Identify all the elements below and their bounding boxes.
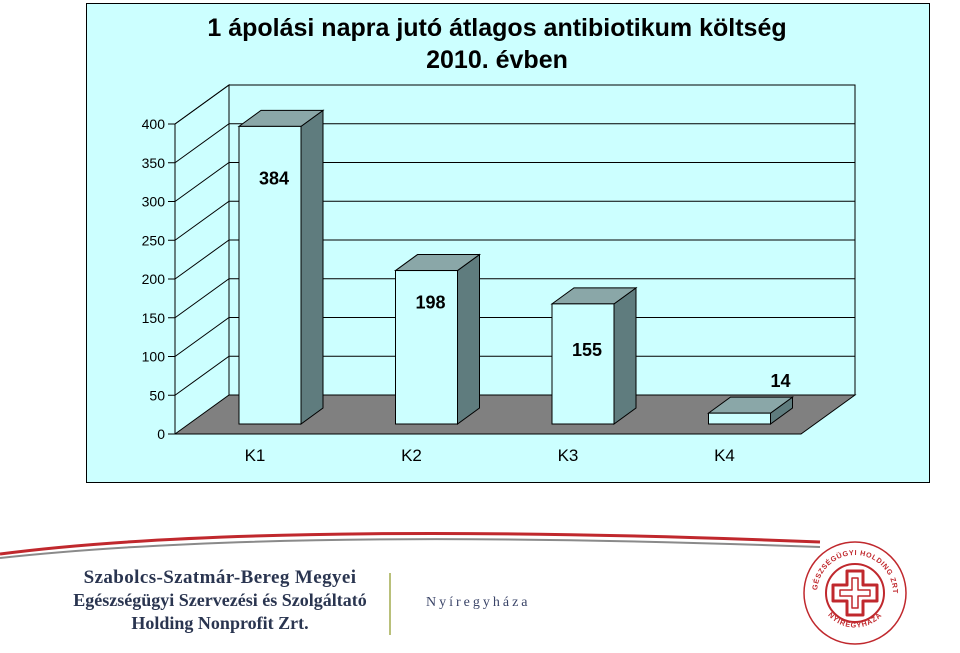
bar-side bbox=[300, 109, 324, 425]
bar-side bbox=[457, 253, 480, 425]
y-tick-label: 300 bbox=[142, 194, 166, 210]
y-tick-label: 250 bbox=[142, 232, 166, 248]
org-name-line2: Egészségügyi Szervezési és Szolgáltató bbox=[73, 590, 367, 610]
footer-divider bbox=[389, 573, 391, 635]
y-tick-label: 100 bbox=[142, 349, 166, 365]
y-tick-label: 50 bbox=[149, 387, 165, 403]
gridline bbox=[174, 278, 855, 319]
y-tick-label: 350 bbox=[142, 155, 166, 171]
gridline bbox=[174, 123, 855, 164]
y-tick-label: 200 bbox=[142, 271, 166, 287]
y-tick-label: 0 bbox=[157, 426, 165, 442]
organization-name: Szabolcs-Szatmár-Bereg Megyei Egészségüg… bbox=[60, 566, 380, 635]
footer-swoosh bbox=[0, 532, 821, 559]
gridline bbox=[174, 355, 855, 396]
y-tick-label: 150 bbox=[142, 310, 166, 326]
data-label: 155 bbox=[572, 340, 602, 360]
plot-area: 0 50 100 150 200 250 300 350 400 384 K1 198 K2 155 K3 1… bbox=[142, 84, 857, 465]
side-wall-edge bbox=[174, 84, 230, 395]
gridline bbox=[174, 239, 855, 280]
gridline bbox=[174, 200, 855, 241]
y-tick-label: 400 bbox=[142, 116, 166, 132]
chart-subtitle: 2010. évben bbox=[426, 46, 568, 74]
gridline bbox=[174, 317, 855, 357]
data-label: 14 bbox=[770, 371, 790, 391]
holding-logo: EGÉSZSÉGÜGYI HOLDING ZRT. NYÍREGYHÁZA bbox=[800, 538, 907, 645]
data-label: 198 bbox=[415, 293, 445, 313]
bar bbox=[551, 303, 615, 425]
x-tick-label: K4 bbox=[714, 446, 735, 465]
org-name-line3: Holding Nonprofit Zrt. bbox=[131, 613, 309, 633]
bar bbox=[238, 125, 302, 425]
chart-svg: 1 ápolási napra jutó átlagos antibiotiku… bbox=[142, 14, 857, 465]
x-tick-label: K1 bbox=[245, 446, 266, 465]
bar bbox=[395, 270, 458, 425]
chart-title: 1 ápolási napra jutó átlagos antibiotiku… bbox=[207, 14, 786, 42]
gridline bbox=[174, 84, 855, 125]
logo-inner-ring bbox=[825, 563, 885, 623]
x-tick-label: K2 bbox=[401, 446, 422, 465]
chart-frame: 1 ápolási napra jutó átlagos antibiotiku… bbox=[86, 3, 930, 483]
gray-curve bbox=[0, 538, 821, 559]
bar-side bbox=[613, 286, 637, 425]
city-label: Nyíregyháza bbox=[426, 595, 531, 610]
bar bbox=[708, 412, 771, 425]
data-label: 384 bbox=[259, 168, 289, 188]
org-name-line1: Szabolcs-Szatmár-Bereg Megyei bbox=[83, 567, 357, 588]
gridline bbox=[174, 162, 855, 202]
cross-icon bbox=[831, 569, 879, 617]
x-tick-label: K3 bbox=[558, 446, 579, 465]
red-curve bbox=[0, 532, 821, 556]
